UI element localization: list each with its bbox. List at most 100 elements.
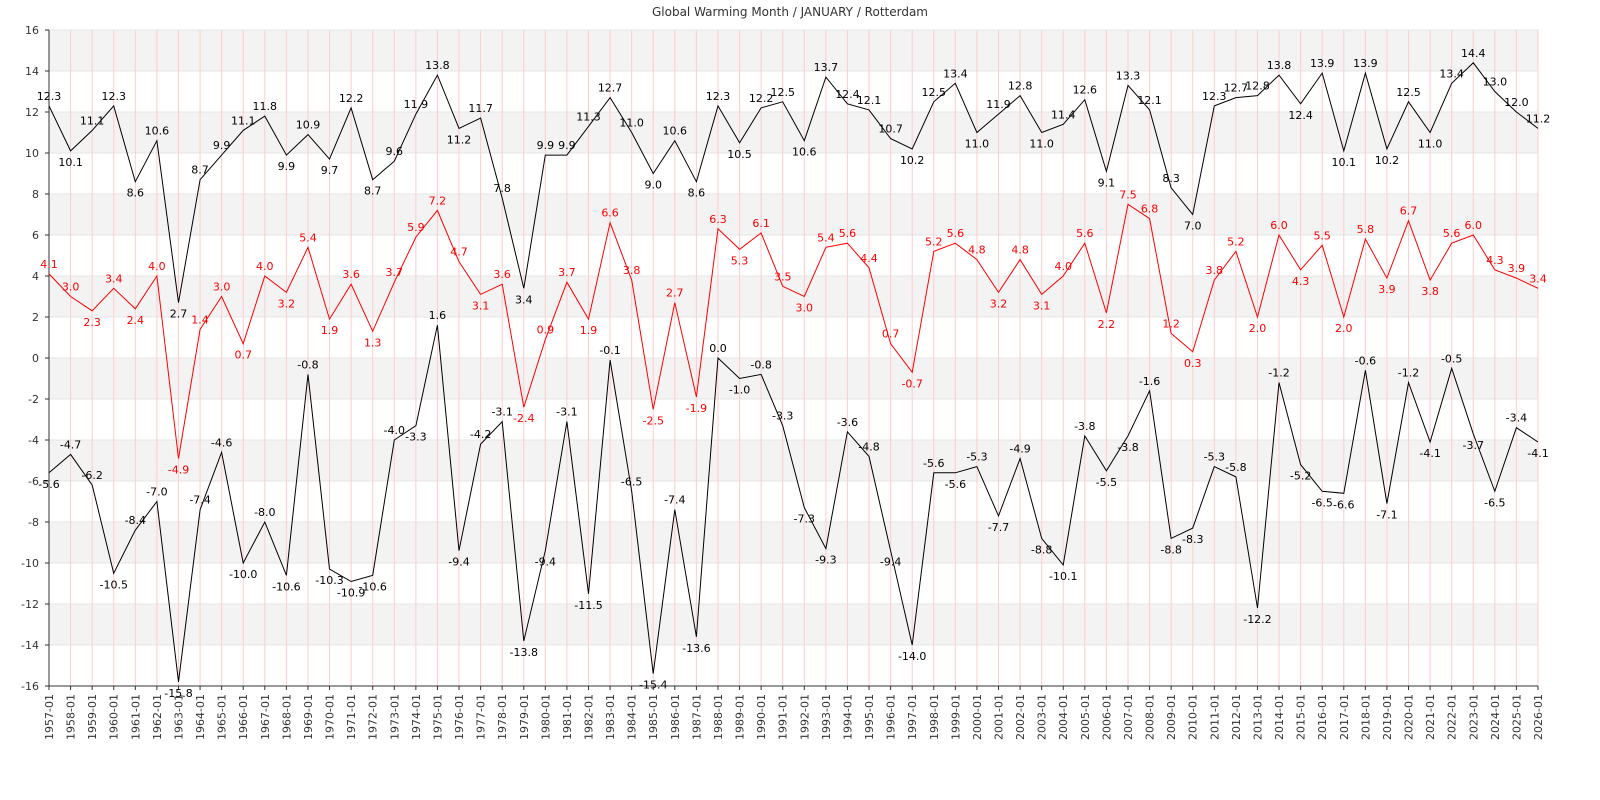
data-label-mean: 5.4 bbox=[299, 231, 317, 244]
data-label-min: -15.8 bbox=[164, 687, 192, 700]
data-label-min: -13.6 bbox=[682, 642, 710, 655]
data-label-min: -5.6 bbox=[923, 457, 944, 470]
x-tick-label: 1981-01 bbox=[561, 694, 574, 740]
x-tick-label: 1994-01 bbox=[841, 694, 854, 740]
data-label-mean: 2.2 bbox=[1098, 318, 1116, 331]
data-label-min: -10.0 bbox=[229, 568, 257, 581]
data-label-min: -0.5 bbox=[1441, 352, 1462, 365]
data-label-mean: 4.0 bbox=[148, 260, 166, 273]
data-label-min: -0.8 bbox=[750, 358, 771, 371]
x-tick-label: 2007-01 bbox=[1122, 694, 1135, 740]
x-tick-label: 1974-01 bbox=[410, 694, 423, 740]
x-tick-label: 2024-01 bbox=[1489, 694, 1502, 740]
y-tick-label: -6 bbox=[28, 475, 39, 488]
x-tick-label: 2000-01 bbox=[971, 694, 984, 740]
data-label-mean: 4.7 bbox=[450, 246, 468, 259]
x-tick-label: 1992-01 bbox=[798, 694, 811, 740]
data-label-mean: 5.6 bbox=[1443, 227, 1461, 240]
data-label-mean: 3.8 bbox=[1206, 264, 1224, 277]
data-label-max: 12.7 bbox=[1224, 82, 1249, 95]
data-label-max: 9.9 bbox=[278, 160, 296, 173]
x-tick-label: 1966-01 bbox=[237, 694, 250, 740]
data-label-mean: 5.2 bbox=[925, 235, 943, 248]
x-tick-label: 1990-01 bbox=[755, 694, 768, 740]
x-tick-label: 2022-01 bbox=[1446, 694, 1459, 740]
data-label-max: 10.6 bbox=[145, 125, 170, 138]
x-tick-label: 2004-01 bbox=[1057, 694, 1070, 740]
x-tick-label: 1968-01 bbox=[280, 694, 293, 740]
data-label-max: 12.0 bbox=[1504, 96, 1529, 109]
x-tick-label: 2001-01 bbox=[993, 694, 1006, 740]
data-label-mean: 6.1 bbox=[752, 217, 770, 230]
data-label-max: 11.0 bbox=[965, 138, 990, 151]
y-tick-label: 6 bbox=[32, 229, 39, 242]
x-tick-label: 1991-01 bbox=[777, 694, 790, 740]
data-label-max: 9.1 bbox=[1098, 176, 1116, 189]
data-label-min: -9.3 bbox=[815, 554, 836, 567]
data-label-min: -3.1 bbox=[556, 406, 577, 419]
data-label-min: -1.0 bbox=[729, 384, 750, 397]
data-label-min: -5.5 bbox=[1096, 476, 1117, 489]
data-label-mean: 3.1 bbox=[1033, 299, 1051, 312]
data-label-max: 12.5 bbox=[770, 86, 795, 99]
x-tick-label: 1995-01 bbox=[863, 694, 876, 740]
data-label-min: -7.0 bbox=[146, 486, 167, 499]
data-label-mean: 3.2 bbox=[278, 297, 296, 310]
grid-band bbox=[49, 276, 1538, 317]
data-label-max: 13.9 bbox=[1353, 57, 1378, 70]
data-label-max: 12.2 bbox=[749, 92, 774, 105]
data-label-max: 12.6 bbox=[1073, 84, 1098, 97]
grid-band bbox=[49, 440, 1538, 481]
data-label-mean: 4.4 bbox=[860, 252, 878, 265]
x-tick-label: 1959-01 bbox=[86, 694, 99, 740]
data-label-min: -6.5 bbox=[1311, 496, 1332, 509]
data-label-max: 8.7 bbox=[191, 164, 209, 177]
data-label-mean: 2.4 bbox=[127, 314, 145, 327]
data-label-min: -0.1 bbox=[599, 344, 620, 357]
data-label-min: -4.6 bbox=[211, 436, 232, 449]
data-label-mean: 3.2 bbox=[990, 297, 1008, 310]
x-tick-label: 2017-01 bbox=[1338, 694, 1351, 740]
data-label-max: 8.6 bbox=[688, 187, 706, 200]
data-label-mean: 0.3 bbox=[1184, 357, 1202, 370]
data-label-max: 11.8 bbox=[253, 100, 278, 113]
data-label-mean: 1.4 bbox=[191, 313, 209, 326]
data-label-mean: 0.9 bbox=[537, 324, 555, 337]
data-label-min: -8.3 bbox=[1182, 533, 1203, 546]
x-tick-label: 2003-01 bbox=[1036, 694, 1049, 740]
data-label-min: -3.3 bbox=[405, 431, 426, 444]
data-label-mean: 2.7 bbox=[666, 287, 684, 300]
data-label-mean: 0.7 bbox=[234, 349, 252, 362]
data-label-min: -6.2 bbox=[81, 469, 102, 482]
data-label-mean: 5.5 bbox=[1313, 229, 1331, 242]
y-tick-label: -4 bbox=[28, 434, 39, 447]
data-label-mean: 3.7 bbox=[386, 266, 404, 279]
data-label-mean: 5.6 bbox=[839, 227, 857, 240]
x-tick-label: 2014-01 bbox=[1273, 694, 1286, 740]
y-tick-label: 8 bbox=[32, 188, 39, 201]
data-label-max: 12.4 bbox=[1288, 109, 1313, 122]
series-line-max bbox=[48, 62, 1539, 303]
data-label-max: 10.2 bbox=[900, 154, 925, 167]
data-label-max: 7.0 bbox=[1184, 220, 1202, 233]
y-tick-label: 4 bbox=[32, 270, 39, 283]
grid-band bbox=[49, 358, 1538, 399]
data-label-mean: 4.0 bbox=[1054, 260, 1072, 273]
x-tick-label: 1978-01 bbox=[496, 694, 509, 740]
data-label-max: 9.7 bbox=[321, 164, 339, 177]
x-tick-label: 1996-01 bbox=[885, 694, 898, 740]
x-tick-label: 1958-01 bbox=[65, 694, 78, 740]
data-label-max: 9.6 bbox=[386, 145, 404, 158]
data-label-max: 8.6 bbox=[127, 187, 145, 200]
data-label-min: -4.7 bbox=[60, 438, 81, 451]
data-label-max: 10.1 bbox=[1332, 156, 1357, 169]
data-label-max: 12.4 bbox=[835, 88, 860, 101]
data-label-mean: 1.9 bbox=[580, 324, 598, 337]
data-label-min: -11.5 bbox=[574, 599, 602, 612]
data-label-min: -4.2 bbox=[470, 428, 491, 441]
data-label-mean: 5.6 bbox=[1076, 227, 1094, 240]
data-label-mean: 4.1 bbox=[40, 258, 58, 271]
y-tick-label: 14 bbox=[25, 65, 39, 78]
data-label-min: -3.3 bbox=[772, 410, 793, 423]
data-label-max: 10.7 bbox=[878, 123, 903, 136]
